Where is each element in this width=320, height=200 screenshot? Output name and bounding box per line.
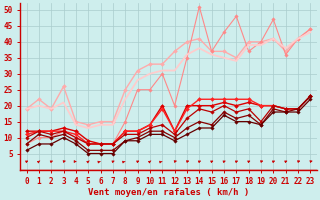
X-axis label: Vent moyen/en rafales ( km/h ): Vent moyen/en rafales ( km/h ) [88,188,249,197]
